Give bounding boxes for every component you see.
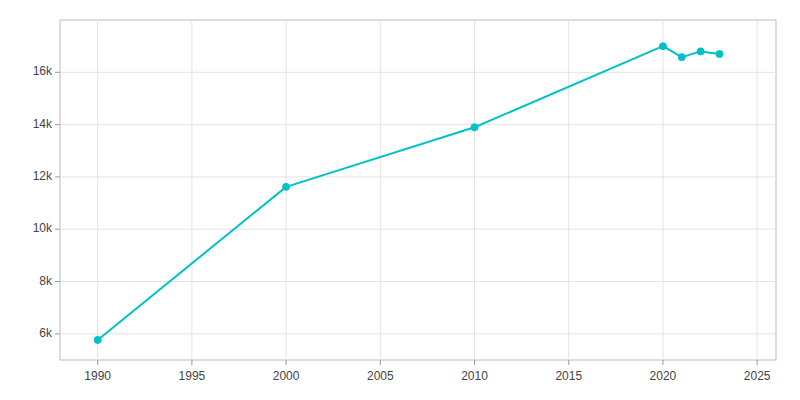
x-tick-label: 2000 (273, 369, 300, 383)
point (471, 124, 478, 131)
x-tick (474, 360, 475, 365)
y-tick-label: 16k (33, 64, 53, 78)
y-tick (55, 176, 60, 177)
plot-frame (60, 20, 776, 360)
y-grid-line (60, 229, 776, 230)
y-grid-line (60, 176, 776, 177)
point (283, 183, 290, 190)
x-grid-line (380, 20, 381, 360)
y-tick-label: 8k (39, 274, 53, 288)
x-grid-line (191, 20, 192, 360)
axes: 6k 8k 10k 12k 14k 16k 1990 1995 2000 2005 2010 2015… (33, 64, 771, 383)
x-tick-label: 2020 (650, 369, 677, 383)
y-tick-label: 14k (33, 117, 53, 131)
x-tick (568, 360, 569, 365)
y-tick (55, 333, 60, 334)
y-tick (55, 229, 60, 230)
x-tick-label: 2005 (367, 369, 394, 383)
point (659, 43, 666, 50)
x-tick (191, 360, 192, 365)
point (678, 54, 685, 61)
y-grid-line (60, 124, 776, 125)
point (716, 51, 723, 58)
x-tick-label: 1995 (179, 369, 206, 383)
x-grid-line (474, 20, 475, 360)
y-grid-line (60, 72, 776, 73)
grid (60, 20, 776, 360)
x-grid-line (568, 20, 569, 360)
chart: 6k 8k 10k 12k 14k 16k 1990 1995 2000 2005 2010 2015… (0, 0, 800, 400)
y-tick-label: 6k (39, 326, 53, 340)
y-tick-label: 10k (33, 221, 53, 235)
point (94, 336, 101, 343)
data-layer (94, 43, 723, 344)
x-tick-label: 2015 (555, 369, 582, 383)
x-grid-line (757, 20, 758, 360)
x-tick-label: 2010 (461, 369, 488, 383)
chart-container: 6k 8k 10k 12k 14k 16k 1990 1995 2000 2005 2010 2015… (0, 0, 800, 400)
x-tick-label: 1990 (84, 369, 111, 383)
x-grid-line (97, 20, 98, 360)
x-tick (757, 360, 758, 365)
y-tick (55, 124, 60, 125)
y-grid-line (60, 281, 776, 282)
point (697, 48, 704, 55)
x-tick (662, 360, 663, 365)
y-tick-label: 12k (33, 169, 53, 183)
x-tick (286, 360, 287, 365)
line (98, 46, 720, 340)
y-grid-line (60, 333, 776, 334)
x-grid-line (662, 20, 663, 360)
y-tick (55, 72, 60, 73)
x-tick-label: 2025 (744, 369, 771, 383)
x-tick (380, 360, 381, 365)
y-tick (55, 281, 60, 282)
x-tick (97, 360, 98, 365)
